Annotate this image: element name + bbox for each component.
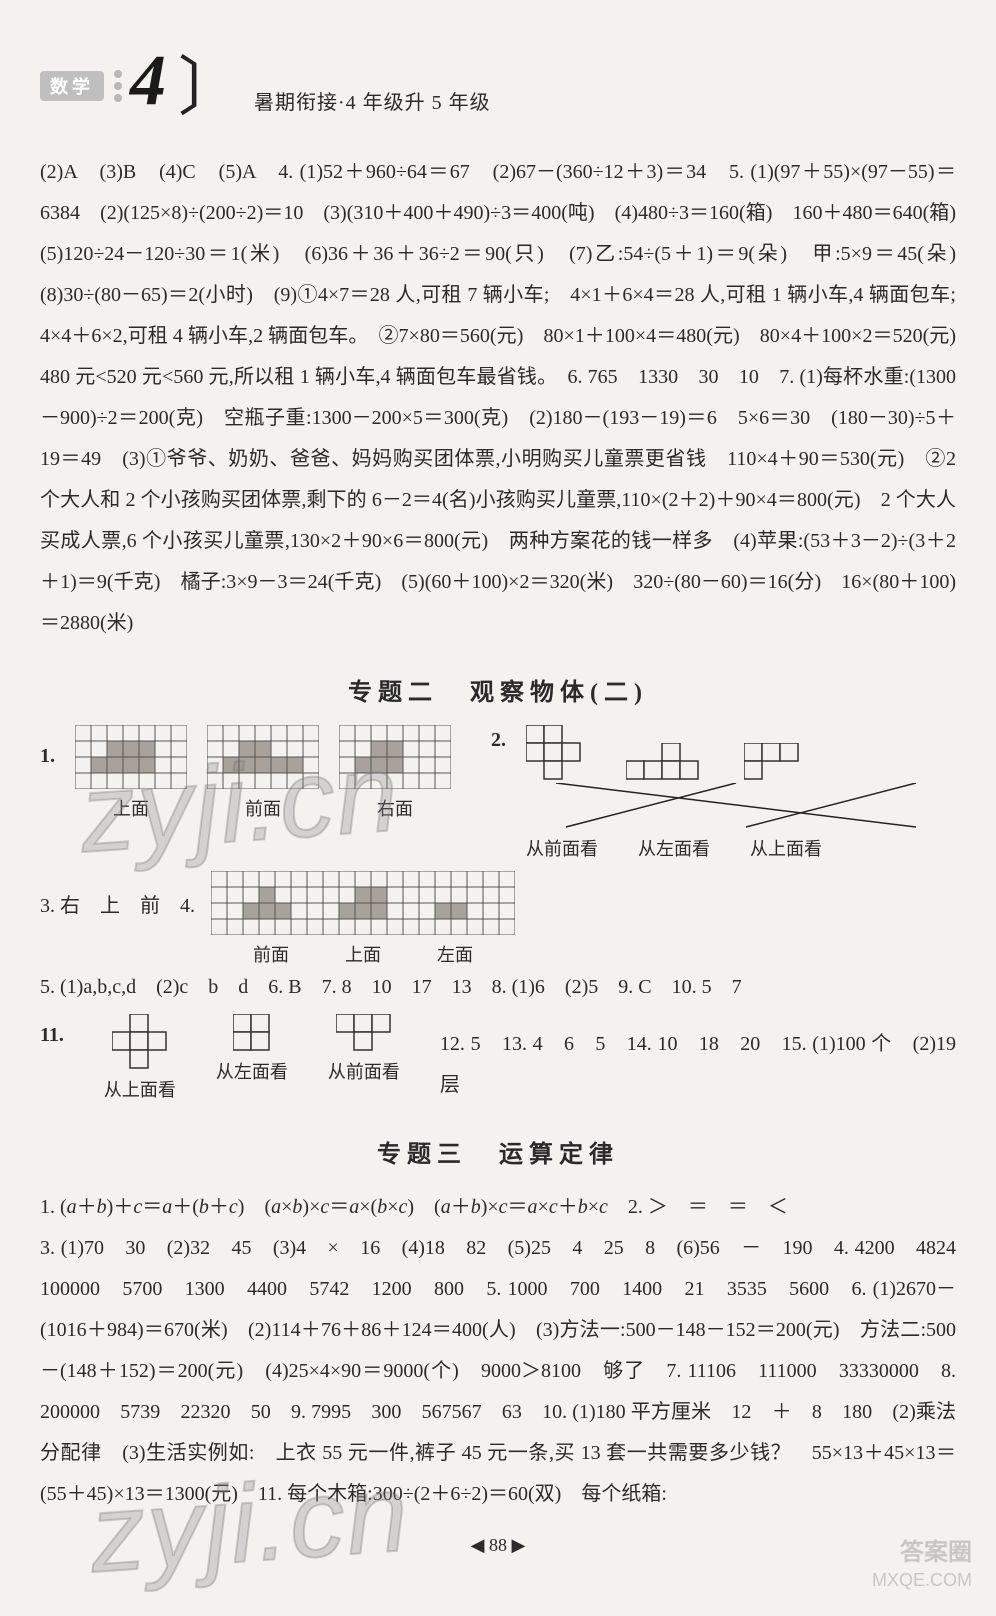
s3-rest: 3. (1)70 30 (2)32 45 (3)4 × 16 (4)18 82 … (40, 1228, 956, 1515)
q2-shape-B (626, 743, 700, 781)
var-b4: b (377, 1196, 387, 1218)
q4-label-C: 左面 (437, 941, 473, 967)
var-b5: b (471, 1196, 481, 1218)
corner-line-1: 答案圈 (872, 1537, 972, 1568)
q1-grid-A: 上面 (75, 725, 187, 821)
var-a5: a (441, 1196, 451, 1218)
q3-row: 3. 右 上 前 4. 前面 上面 左面 (40, 871, 956, 967)
q2-label-C: 从上面看 (750, 835, 822, 861)
page: 数学 4 〕 暑期衔接·4 年级升 5 年级 (2)A (3)B (4)C (5… (0, 0, 996, 1616)
q1-q2-row: 1. 上面 前面 右面 2. 从前面看 从左面看 从上面看 (40, 725, 956, 861)
q5-q10-line: 5. (1)a,b,c,d (2)c b d 6. B 7. 8 10 17 1… (40, 967, 956, 1008)
q2-block: 从前面看 从左面看 从上面看 (526, 725, 966, 861)
q4-grid-svg (211, 871, 515, 935)
q1-grid-C-svg (339, 725, 451, 789)
q11-shape-B: 从左面看 (216, 1014, 288, 1084)
q4-label-B: 上面 (345, 941, 381, 967)
s3-t12: × (588, 1196, 599, 1218)
var-c5: c (499, 1196, 508, 1218)
q11-label-B: 从左面看 (216, 1058, 288, 1084)
var-a: a (67, 1196, 77, 1218)
q11-shape-C: 从前面看 (328, 1014, 400, 1084)
q4-labels: 前面 上面 左面 (253, 941, 473, 967)
s3-t10: × (538, 1196, 549, 1218)
section-3-title: 专题三 运算定律 (40, 1134, 956, 1169)
s3-t11: ＋ (558, 1196, 578, 1218)
q11-shape-A-svg (112, 1014, 168, 1070)
q1-number: 1. (40, 725, 55, 768)
var-c: c (133, 1196, 142, 1218)
s3-t5: ) ( (238, 1196, 271, 1218)
var-a4: a (349, 1196, 359, 1218)
q1-label-B: 前面 (245, 795, 281, 821)
q3-prefix: 3. 右 上 前 4. (40, 871, 195, 918)
section-2-label-a: 专题二 (348, 672, 438, 707)
q1-grid-A-svg (75, 725, 187, 789)
q1-grid-C: 右面 (339, 725, 451, 821)
bracket-icon: 〕 (178, 36, 242, 128)
corner-watermark: 答案圈 MXQE.COM (872, 1537, 972, 1592)
q2-number: 2. (491, 725, 506, 752)
q11-row: 11. 从上面看 从左面看 从前面看 12. 5 13. 4 6 5 14. 1… (40, 1014, 956, 1106)
var-b2: b (199, 1196, 209, 1218)
q2-labels: 从前面看 从左面看 从上面看 (526, 835, 966, 861)
s3-t3: ＝ (142, 1196, 162, 1218)
section-3-label-b: 运算定律 (499, 1134, 619, 1169)
q1-grid-B: 前面 (207, 725, 319, 821)
s3-t4: ＋( (172, 1196, 199, 1218)
var-c6: c (549, 1196, 558, 1218)
section-2-label-b: 观察物体(二) (470, 672, 648, 707)
s3-t8: ) ( (407, 1196, 440, 1218)
var-c7: c (599, 1196, 608, 1218)
s3-t2: )＋ (107, 1196, 134, 1218)
section-3-label-a: 专题三 (377, 1134, 467, 1169)
q11-label-C: 从前面看 (328, 1058, 400, 1084)
s3-t6: )× (302, 1196, 320, 1218)
q1-label-C: 右面 (377, 795, 413, 821)
var-a2: a (162, 1196, 172, 1218)
q11-shape-B-svg (233, 1014, 271, 1052)
s3-t9: )× (481, 1196, 499, 1218)
q4-big-grid: 前面 上面 左面 (211, 871, 515, 967)
page-header: 数学 4 〕 暑期衔接·4 年级升 5 年级 (40, 40, 956, 132)
var-c2: c (229, 1196, 238, 1218)
q2-shape-A (526, 725, 582, 781)
var-a3: a (271, 1196, 281, 1218)
header-dots-icon (114, 70, 122, 102)
s3-line-1: 1. (a＋b)＋c＝a＋(b＋c) (a×b)×c＝a×(b×c) (a＋b)… (40, 1187, 956, 1228)
header-subtitle: 暑期衔接·4 年级升 5 年级 (254, 86, 491, 115)
q1-grid-B-svg (207, 725, 319, 789)
q2-label-A: 从前面看 (526, 835, 598, 861)
q2-shape-C (744, 743, 800, 781)
s3-t7: ×( (359, 1196, 377, 1218)
q11-shape-A: 从上面看 (104, 1014, 176, 1102)
s3-t1: 1. ( (40, 1196, 67, 1218)
var-c3: c (320, 1196, 329, 1218)
answers-block-1: (2)A (3)B (4)C (5)A 4. (1)52＋960÷64＝67 (… (40, 152, 956, 644)
q2-shapes-row (526, 725, 966, 781)
q11-shape-C-svg (336, 1014, 392, 1052)
q1-label-A: 上面 (113, 795, 149, 821)
var-b3: b (292, 1196, 302, 1218)
q4-label-A: 前面 (253, 941, 289, 967)
subject-tag: 数学 (40, 71, 104, 101)
q2-label-B: 从左面看 (638, 835, 710, 861)
var-a6: a (528, 1196, 538, 1218)
s3-t13: 2. ＞ ＝ ＝ ＜ (608, 1196, 788, 1218)
var-b: b (97, 1196, 107, 1218)
var-b6: b (578, 1196, 588, 1218)
page-number: ◀ 88 ▶ (40, 1535, 956, 1556)
q2-crossing-lines (526, 783, 966, 833)
corner-line-2: MXQE.COM (872, 1569, 972, 1592)
section-2-title: 专题二 观察物体(二) (40, 672, 956, 707)
q11-rest: 12. 5 13. 4 6 5 14. 10 18 20 15. (1)100 … (440, 1014, 956, 1106)
q11-label-A: 从上面看 (104, 1076, 176, 1102)
grade-numeral: 4 (130, 48, 166, 113)
q11-number: 11. (40, 1014, 64, 1047)
